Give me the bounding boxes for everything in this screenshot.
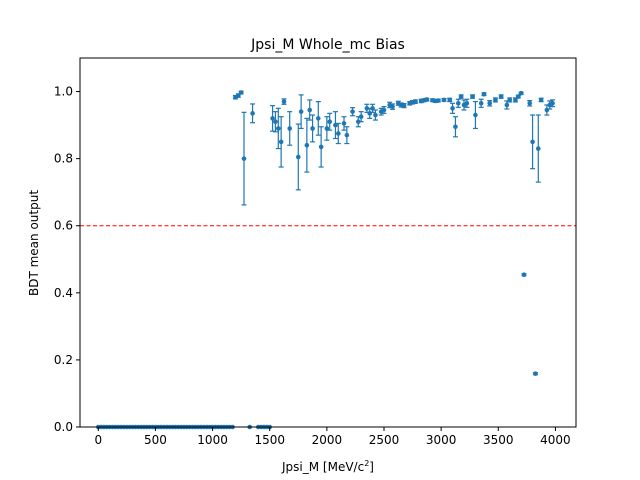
- y-tick-label-1: 0.2: [54, 353, 73, 367]
- axes-frame: [79, 57, 577, 428]
- y-tick-label-0: 0.0: [54, 420, 73, 434]
- data-point-116: [504, 102, 510, 108]
- data-point-82: [367, 111, 373, 116]
- data-point-78: [350, 109, 355, 114]
- data-point-67: [304, 142, 310, 148]
- data-point-73: [327, 119, 333, 125]
- data-point-125: [535, 146, 541, 151]
- data-point-109: [470, 94, 475, 99]
- data-point-100: [435, 98, 441, 103]
- data-point-124: [533, 371, 538, 376]
- x-tick-label-3: 1500: [254, 433, 285, 447]
- data-point-50: [238, 90, 244, 95]
- x-tick-label-1: 500: [144, 433, 167, 447]
- y-axis-title: BDT mean output: [27, 190, 41, 296]
- data-point-101: [441, 97, 447, 103]
- data-point-119: [515, 94, 521, 99]
- data-point-69: [310, 126, 315, 131]
- plot-area: 0 500 1000 1500 2000 2500 3000 3500 4000 0.0 0.2 0.…: [54, 57, 577, 447]
- data-point-79: [355, 119, 361, 125]
- x-axis-title-suffix: ]: [369, 460, 374, 474]
- data-point-102: [447, 97, 453, 103]
- y-tick-label-2: 0.4: [54, 286, 73, 300]
- data-point-84: [373, 112, 378, 118]
- x-axis-title-superscript: 2: [364, 459, 369, 468]
- data-point-129: [550, 100, 555, 106]
- y-tick-label-3: 0.6: [54, 219, 73, 233]
- data-point-120: [518, 90, 524, 96]
- x-tick-label-4: 2000: [312, 433, 343, 447]
- data-point-118: [513, 97, 518, 103]
- data-point-63: [281, 99, 287, 104]
- data-point-76: [341, 121, 347, 126]
- data-point-126: [538, 97, 544, 103]
- data-point-108: [464, 100, 470, 106]
- x-axis-title: Jpsi_M [MeV/c2]: [281, 459, 374, 474]
- data-point-104: [453, 124, 458, 130]
- y-tick-label-5: 1.0: [54, 85, 73, 99]
- data-point-110: [473, 112, 478, 118]
- data-point-114: [493, 97, 498, 103]
- x-tick-label-6: 3000: [426, 433, 457, 447]
- chart-title: Jpsi_M Whole_mc Bias: [250, 37, 405, 53]
- data-point-88: [390, 104, 395, 109]
- data-point-91: [401, 103, 407, 108]
- data-point-53: [250, 111, 255, 116]
- data-point-117: [507, 97, 513, 103]
- data-point-64: [287, 126, 293, 131]
- data-point-68: [307, 107, 313, 113]
- data-point-113: [487, 100, 493, 106]
- x-tick-label-8: 4000: [540, 433, 571, 447]
- data-point-75: [335, 131, 341, 136]
- data-point-86: [381, 107, 387, 113]
- data-point-51: [241, 156, 247, 161]
- data-point-123: [530, 139, 535, 145]
- data-point-111: [478, 100, 484, 106]
- x-tick-label-7: 3500: [483, 433, 514, 447]
- data-point-127: [544, 107, 550, 113]
- data-point-61: [275, 126, 281, 131]
- data-point-121: [521, 272, 527, 278]
- data-point-122: [527, 100, 533, 106]
- data-point-112: [481, 91, 487, 97]
- x-axis-title-main: Jpsi_M [MeV/c: [281, 460, 364, 474]
- data-point-103: [450, 106, 455, 111]
- data-point-59: [270, 116, 275, 121]
- data-point-66: [298, 109, 304, 114]
- data-point-94: [413, 99, 418, 104]
- x-tick-label-0: 0: [94, 433, 102, 447]
- data-point-70: [315, 116, 321, 121]
- data-point-106: [458, 94, 464, 99]
- data-point-115: [498, 94, 504, 99]
- data-point-77: [344, 132, 350, 138]
- x-tick-label-2: 1000: [197, 433, 228, 447]
- data-point-97: [424, 97, 430, 102]
- data-point-62: [278, 139, 284, 145]
- data-point-71: [318, 144, 324, 150]
- data-point-65: [295, 154, 301, 160]
- data-point-81: [364, 106, 370, 111]
- data-point-60: [273, 119, 278, 125]
- y-tick-label-4: 0.8: [54, 152, 73, 166]
- data-point-105: [455, 100, 461, 106]
- x-tick-label-5: 2500: [369, 433, 400, 447]
- data-point-80: [358, 114, 364, 120]
